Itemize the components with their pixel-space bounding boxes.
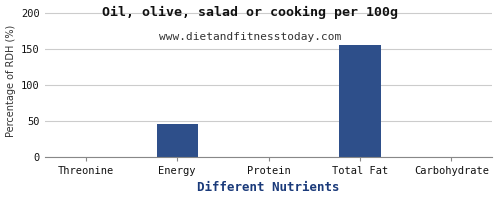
Bar [340, 45, 380, 157]
X-axis label: Different Nutrients: Different Nutrients [198, 181, 340, 194]
Text: www.dietandfitnesstoday.com: www.dietandfitnesstoday.com [159, 32, 341, 42]
Bar [156, 124, 198, 157]
Y-axis label: Percentage of RDH (%): Percentage of RDH (%) [6, 25, 16, 137]
Title: Oil, olive, salad or cooking per 100g
www.dietandfitnesstoday.com: Oil, olive, salad or cooking per 100g ww… [0, 199, 1, 200]
Text: Oil, olive, salad or cooking per 100g: Oil, olive, salad or cooking per 100g [102, 6, 398, 19]
